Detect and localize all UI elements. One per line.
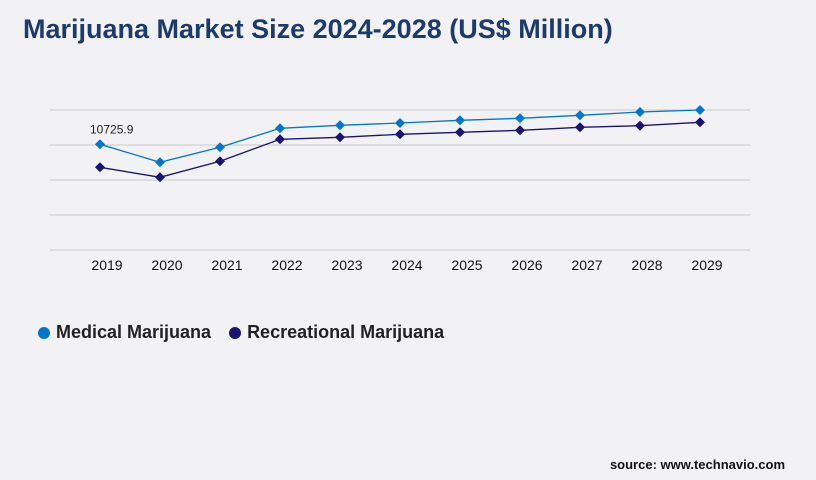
x-tick-label: 2023 xyxy=(331,257,362,273)
data-point xyxy=(155,157,165,168)
data-point xyxy=(635,120,645,131)
x-tick-label: 2020 xyxy=(151,257,182,273)
data-point xyxy=(575,122,585,133)
x-tick-label: 2028 xyxy=(631,257,662,273)
line-chart: 2019 2020 2021 2022 2023 2024 2025 2026 2027 2028… xyxy=(50,105,750,273)
data-point xyxy=(95,139,105,150)
data-point xyxy=(395,129,405,140)
legend-marker-medical xyxy=(38,326,50,339)
legend-marker-recreational xyxy=(229,326,242,339)
data-point xyxy=(155,172,165,183)
data-point xyxy=(455,127,465,138)
x-tick-label: 2024 xyxy=(391,257,422,273)
data-point xyxy=(575,110,585,121)
data-point xyxy=(95,162,105,173)
source-note: source: www.technavio.com xyxy=(609,457,785,472)
x-tick-label: 2025 xyxy=(451,257,482,273)
chart-title: Marijuana Market Size 2024-2028 (US$ Mil… xyxy=(23,14,613,44)
x-tick-label: 2019 xyxy=(91,257,122,273)
data-point xyxy=(275,134,285,145)
x-tick-label: 2022 xyxy=(271,257,302,273)
x-tick-label: 2021 xyxy=(211,257,242,273)
legend-item-medical: Medical Marijuana xyxy=(38,322,211,343)
data-point xyxy=(455,115,465,126)
data-point xyxy=(695,105,705,115)
data-point xyxy=(395,117,405,128)
data-point xyxy=(635,107,645,118)
x-tick-label: 2026 xyxy=(511,257,542,273)
x-tick-label: 2029 xyxy=(691,257,722,273)
legend: Medical Marijuana Recreational Marijuana xyxy=(38,322,444,343)
x-tick-label: 2027 xyxy=(571,257,602,273)
legend-label-medical: Medical Marijuana xyxy=(56,322,212,342)
data-point xyxy=(215,156,225,167)
data-point xyxy=(695,117,705,128)
data-point xyxy=(515,125,525,136)
data-point xyxy=(335,132,345,143)
data-point xyxy=(335,120,345,131)
data-label: 10725.9 xyxy=(90,122,134,136)
data-point xyxy=(215,142,225,153)
legend-item-recreational: Recreational Marijuana xyxy=(229,322,444,343)
data-point xyxy=(515,113,525,124)
data-point xyxy=(275,123,285,134)
legend-label-recreational: Recreational Marijuana xyxy=(247,322,445,342)
